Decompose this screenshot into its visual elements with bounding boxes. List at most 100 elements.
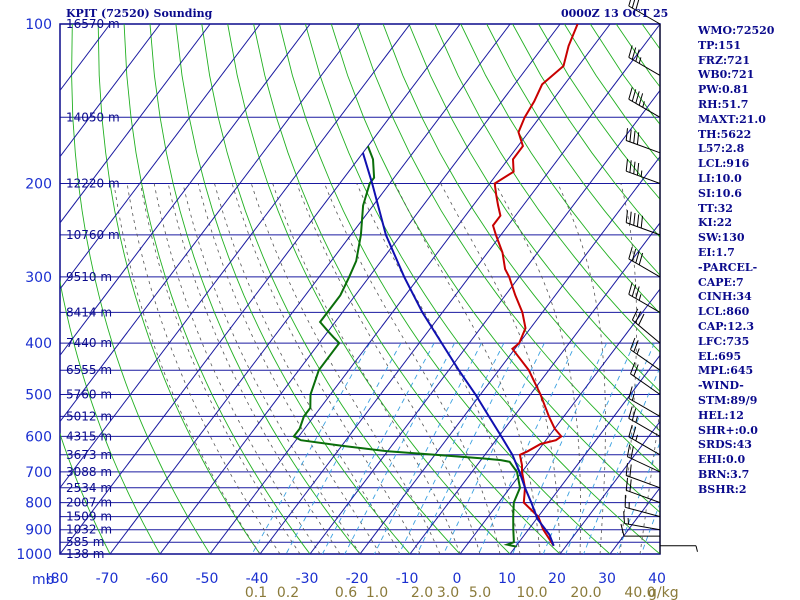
- pressure-tick-label: 500: [25, 388, 52, 404]
- wind-barb-half-flag: [640, 170, 643, 177]
- moist-adiabat: [356, 183, 521, 554]
- mixing-ratio-unit: g/kg: [648, 585, 679, 600]
- dry-adiabat: [304, 24, 660, 554]
- moist-adiabat: [619, 183, 637, 554]
- index-value: -PARCEL-: [698, 260, 758, 274]
- wind-barb-flag: [636, 162, 640, 176]
- wind-barb-flag: [628, 87, 633, 100]
- isotherms: [60, 24, 660, 554]
- wind-barb-flag: [628, 45, 633, 58]
- moist-adiabat: [140, 183, 301, 554]
- mixing-ratio-line: [565, 342, 655, 554]
- wind-barb: [625, 128, 661, 154]
- mixing-ratio-label: 3.0: [437, 585, 459, 600]
- mixing-ratio-line: [478, 342, 577, 554]
- index-value: EI:1.7: [698, 245, 735, 259]
- wind-barb: [625, 477, 661, 504]
- dry-adiabat: [356, 24, 660, 472]
- isotherm: [60, 24, 411, 489]
- moist-adiabat: [182, 183, 361, 554]
- wind-barb-staff: [626, 222, 661, 236]
- isotherm: [309, 89, 660, 554]
- wind-barb-flag: [635, 91, 640, 104]
- pressure-tick-label: 700: [25, 465, 52, 481]
- isotherm: [60, 24, 461, 554]
- wind-barb: [628, 386, 661, 417]
- wind-barb-flag: [629, 211, 632, 225]
- wind-barb-flag: [625, 128, 628, 141]
- pressure-tick-label: 400: [25, 336, 52, 352]
- wind-barb-flag: [630, 337, 636, 350]
- wind-barb: [628, 0, 661, 25]
- height-label: 12220 m: [66, 177, 120, 191]
- wind-barb: [628, 45, 661, 76]
- temperature-tick-label: -50: [196, 571, 219, 587]
- index-value: KI:22: [698, 216, 733, 230]
- index-value: RH:51.7: [698, 97, 749, 111]
- wind-barb-half-flag: [635, 416, 638, 423]
- isotherm: [359, 155, 660, 554]
- moist-adiabat: [296, 183, 481, 554]
- pressure-tick-label: 300: [25, 270, 52, 286]
- wind-barb-flag: [636, 214, 640, 227]
- moist-adiabat: [324, 183, 501, 554]
- wind-barb: [660, 545, 698, 552]
- index-value: TT:32: [698, 201, 733, 215]
- index-value: CINH:34: [698, 290, 752, 304]
- mixing-ratio-line: [285, 342, 402, 554]
- height-label: 10760 m: [66, 228, 120, 242]
- dry-adiabat: [512, 24, 660, 238]
- moist-adiabat: [113, 183, 261, 554]
- dry-adiabat: [149, 24, 361, 554]
- index-value: WMO:72520: [698, 24, 775, 37]
- height-label: 3673 m: [66, 448, 112, 462]
- index-value: FRZ:721: [698, 53, 751, 67]
- wind-barb-flag: [629, 129, 632, 142]
- pressure-tick-label: 200: [25, 177, 52, 193]
- wind-barb-flag: [633, 212, 636, 226]
- dry-adiabat: [486, 24, 660, 276]
- index-value: BRN:3.7: [698, 467, 750, 481]
- wind-barb-half-flag: [695, 545, 698, 552]
- isotherm: [60, 24, 261, 290]
- wind-barb-flag: [638, 93, 644, 106]
- wind-barb-flag: [631, 89, 637, 102]
- wind-barb-flag: [635, 49, 640, 62]
- dry-adiabat: [201, 24, 461, 554]
- index-value: SI:10.6: [698, 186, 742, 200]
- wind-barb: [625, 158, 661, 184]
- wind-barb: [628, 406, 661, 437]
- station-title: KPIT (72520) Sounding: [66, 7, 213, 20]
- wind-barb-flag: [633, 130, 636, 144]
- moist-adiabat: [440, 183, 561, 554]
- height-label: 1032 m: [66, 523, 112, 537]
- wind-barb-staff: [626, 489, 661, 504]
- wind-barb-flag: [640, 215, 643, 229]
- dry-adiabat: [97, 24, 261, 554]
- isotherm: [109, 24, 511, 554]
- wind-barb-staff: [630, 349, 661, 371]
- dry-adiabat: [330, 24, 660, 513]
- height-label: 8414 m: [66, 305, 112, 319]
- wind-barb-flag: [638, 252, 644, 266]
- mixing-ratio-line: [542, 342, 635, 554]
- temperature-tick-label: -30: [296, 571, 319, 587]
- dry-adiabat: [123, 24, 311, 554]
- wind-barb-flag: [630, 446, 634, 459]
- isotherm: [259, 24, 660, 554]
- index-value: EL:695: [698, 349, 742, 363]
- dry-adiabat: [382, 24, 660, 432]
- isotherm: [459, 288, 660, 554]
- wind-barb-staff: [628, 293, 661, 313]
- moist-adiabat: [167, 183, 341, 554]
- wind-barb-flag: [628, 282, 633, 295]
- wind-barb-flag: [631, 284, 637, 297]
- temperature-tick-label: 20: [548, 571, 566, 587]
- wind-barb-flag: [633, 161, 636, 175]
- index-value: MAXT:21.0: [698, 112, 766, 126]
- dry-adiabat: [408, 24, 660, 392]
- dry-adiabat: [253, 24, 561, 554]
- moist-adiabat: [557, 183, 606, 554]
- pressure-tick-label: 100: [25, 17, 52, 33]
- height-label: 9510 m: [66, 270, 112, 284]
